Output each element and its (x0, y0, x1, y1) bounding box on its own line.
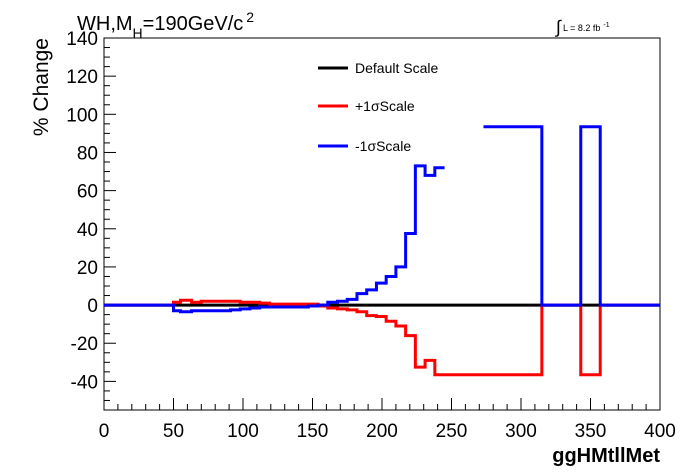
y-tick-label: 0 (87, 296, 98, 317)
y-tick-label: -40 (71, 372, 98, 393)
y-tick-label: 100 (66, 105, 98, 126)
y-tick-label: 20 (77, 258, 98, 279)
chart-title: WH,MH=190GeV/c 2 (77, 9, 254, 41)
plus-sigma-line (104, 298, 660, 377)
x-tick-label: 0 (99, 421, 110, 442)
y-tick-label: -20 (71, 334, 98, 355)
x-tick-label: 300 (505, 421, 537, 442)
legend-entry-minus-sigma-label: -1σScale (355, 138, 411, 154)
luminosity-label: ∫ L = 8.2 fb -1 (554, 17, 610, 37)
x-tick-label: 50 (163, 421, 184, 442)
title-main: WH,M (77, 13, 133, 35)
series-layer (104, 125, 660, 377)
x-tick-label: 200 (366, 421, 398, 442)
title-subscript: H (133, 25, 143, 41)
minus-sigma-line (104, 125, 660, 314)
legend: Default Scale +1σScale -1σScale (318, 60, 438, 154)
integral-symbol: ∫ (554, 17, 562, 37)
y-axis-title: % Change (30, 38, 53, 136)
y-tick-label: 60 (77, 182, 98, 203)
y-tick-label: 120 (66, 67, 98, 88)
x-tick-label: 150 (297, 421, 329, 442)
title-after: =190GeV/c (143, 13, 244, 35)
plot-frame (103, 37, 661, 411)
title-superscript: 2 (246, 9, 254, 25)
x-tick-label: 350 (575, 421, 607, 442)
y-tick-label: 40 (77, 220, 98, 241)
legend-entry-default-scale-label: Default Scale (355, 60, 438, 76)
tick-labels: 0 50 100 150 200 250 300 350 400 -40 -20 0 20 40 60 80 1… (66, 29, 676, 442)
x-tick-label: 400 (644, 421, 676, 442)
y-tick-label: 80 (77, 143, 98, 164)
x-tick-label: 100 (227, 421, 259, 442)
luminosity-superscript: -1 (603, 22, 609, 29)
x-tick-label: 250 (436, 421, 468, 442)
luminosity-text: L = 8.2 fb (563, 23, 600, 33)
axis-ticks (103, 37, 661, 411)
y-tick-label: 140 (66, 29, 98, 50)
x-axis-title: ggHMtllMet (552, 445, 660, 467)
legend-entry-plus-sigma-label: +1σScale (355, 98, 415, 114)
